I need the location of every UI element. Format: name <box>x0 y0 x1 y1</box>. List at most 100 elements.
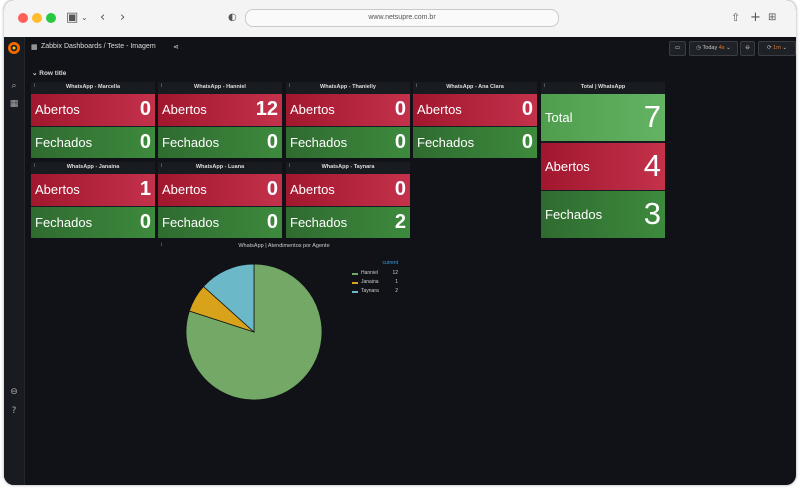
abertos-value: 0 <box>394 178 406 200</box>
info-icon[interactable]: i <box>34 83 36 89</box>
new-tab-icon[interactable]: + <box>750 10 761 25</box>
clock-icon: ◷ <box>696 45 702 51</box>
legend-item-hanniel[interactable]: Hanniel 12 <box>350 269 400 278</box>
panel-title: WhatsApp - Luana <box>195 164 245 170</box>
dashboard-grid-icon: ▦ <box>31 44 38 51</box>
info-icon[interactable]: i <box>161 242 163 248</box>
legend-item-taynara[interactable]: Taynara 2 <box>350 287 400 296</box>
close-window-button[interactable] <box>18 13 28 23</box>
abertos-label: Abertos <box>35 182 80 197</box>
zoom-out-button[interactable]: ⊖ <box>740 41 755 56</box>
time-badge: 4s <box>718 45 725 51</box>
pie-legend: current Hanniel 12 Janaina 1 Taynara 2 <box>350 260 400 296</box>
fechados-label: Fechados <box>35 135 93 150</box>
info-icon[interactable]: i <box>289 163 291 169</box>
stat-panel-luana: i WhatsApp - Luana Abertos 0 Fechados 0 <box>158 162 282 238</box>
fechados-value: 3 <box>643 196 661 231</box>
fechados-value: 2 <box>394 211 406 233</box>
dashboards-icon[interactable]: ▦ <box>9 99 19 109</box>
total-stat: Total 7 <box>541 94 665 141</box>
chevron-down-icon: ⌄ <box>32 70 38 77</box>
time-range-label: Today <box>702 45 718 51</box>
total-value: 7 <box>643 99 661 134</box>
fechados-stat: Fechados 3 <box>541 191 665 238</box>
fechados-stat: Fechados 2 <box>286 207 410 238</box>
maximize-window-button[interactable] <box>46 13 56 23</box>
search-icon[interactable]: ⌕ <box>11 81 17 91</box>
stat-panel-thanielly: i WhatsApp - Thanielly Abertos 0 Fechado… <box>286 82 410 158</box>
grafana-sidebar: ⌕ ▦ ⊖ ? <box>4 37 25 485</box>
abertos-stat: Abertos 0 <box>31 94 155 126</box>
fechados-stat: Fechados 0 <box>413 127 537 158</box>
chevron-down-icon: ⌄ <box>782 45 787 51</box>
browser-titlebar: ▣ ⌄ ‹ › ◐ www.netsupre.com.br ⇧ + ⊞ <box>4 0 796 38</box>
share-icon[interactable]: ⇧ <box>731 11 741 24</box>
abertos-label: Abertos <box>545 159 590 174</box>
stat-panel-ana-clara: i WhatsApp - Ana Clara Abertos 0 Fechado… <box>413 82 537 158</box>
abertos-label: Abertos <box>162 182 207 197</box>
legend-label: Hanniel <box>361 270 378 276</box>
forward-arrow-icon[interactable]: › <box>120 10 126 25</box>
minimize-window-button[interactable] <box>32 13 42 23</box>
help-icon[interactable]: ? <box>11 406 17 416</box>
info-icon[interactable]: i <box>34 163 36 169</box>
back-arrow-icon[interactable]: ‹ <box>100 10 106 25</box>
abertos-stat: Abertos 1 <box>31 174 155 206</box>
fechados-label: Fechados <box>417 135 475 150</box>
legend-item-janaina[interactable]: Janaina 1 <box>350 278 400 287</box>
fechados-value: 0 <box>521 131 533 153</box>
pie-slice-taynara[interactable] <box>202 263 255 333</box>
fechados-value: 0 <box>394 131 406 153</box>
fechados-stat: Fechados 0 <box>158 127 282 158</box>
fechados-value: 0 <box>266 131 278 153</box>
time-picker-button[interactable]: ◷ Today 4s ⌄ <box>689 41 738 56</box>
abertos-label: Abertos <box>162 102 207 117</box>
refresh-icon: ⟳ <box>767 45 772 51</box>
info-icon[interactable]: i <box>161 163 163 169</box>
abertos-stat: Abertos 0 <box>413 94 537 126</box>
panel-title: WhatsApp - Marcella <box>65 84 121 90</box>
abertos-stat: Abertos 0 <box>286 94 410 126</box>
abertos-stat: Abertos 4 <box>541 143 665 190</box>
share-dashboard-icon[interactable]: ⋖ <box>173 44 179 51</box>
dashboard-navbar: ▦ Zabbix Dashboards / Teste - Imagem ⋖ ▭… <box>25 37 796 61</box>
refresh-interval-label: 1m <box>773 45 781 51</box>
sign-in-icon[interactable]: ⊖ <box>10 387 18 397</box>
abertos-label: Abertos <box>35 102 80 117</box>
panel-title: WhatsApp - Thanielly <box>320 84 376 90</box>
panel-title: WhatsApp - Ana Clara <box>446 84 504 90</box>
legend-header-current[interactable]: current <box>382 260 398 266</box>
refresh-interval-button[interactable]: ⟳ 1m ⌄ <box>758 41 796 56</box>
panel-title: Total | WhatsApp <box>580 84 626 90</box>
abertos-value: 12 <box>255 98 278 120</box>
tab-overview-icon[interactable]: ⊞ <box>768 12 777 23</box>
abertos-label: Abertos <box>290 182 335 197</box>
shield-icon: ◐ <box>228 12 237 23</box>
chevron-down-icon[interactable]: ⌄ <box>81 13 88 22</box>
sidebar-toggle-icon[interactable]: ▣ <box>66 10 79 25</box>
stat-panel-hanniel: i WhatsApp - Hanniel Abertos 12 Fechados… <box>158 82 282 158</box>
info-icon[interactable]: i <box>161 83 163 89</box>
fechados-stat: Fechados 0 <box>31 127 155 158</box>
info-icon[interactable]: i <box>289 83 291 89</box>
pie-slice-hanniel[interactable] <box>185 263 323 401</box>
abertos-value: 0 <box>521 98 533 120</box>
legend-label: Janaina <box>361 279 379 285</box>
stat-panel-total: i Total | WhatsApp Total 7 Abertos 4 Fec… <box>541 82 665 238</box>
fechados-stat: Fechados 0 <box>158 207 282 238</box>
row-title[interactable]: ⌄ Row title <box>32 69 66 77</box>
fechados-label: Fechados <box>290 135 348 150</box>
chevron-down-icon: ⌄ <box>726 45 731 51</box>
breadcrumb[interactable]: Zabbix Dashboards / Teste - Imagem <box>41 43 156 50</box>
grafana-logo-icon[interactable] <box>7 41 21 55</box>
legend-value: 2 <box>395 288 398 294</box>
stat-panel-marcella: i WhatsApp - Marcella Abertos 0 Fechados… <box>31 82 155 158</box>
abertos-value: 1 <box>139 178 151 200</box>
total-label: Total <box>545 110 573 125</box>
info-icon[interactable]: i <box>416 83 418 89</box>
fechados-label: Fechados <box>35 215 93 230</box>
address-bar[interactable]: www.netsupre.com.br <box>245 9 559 27</box>
tv-mode-button[interactable]: ▭ <box>669 41 686 56</box>
panel-title: WhatsApp - Janaina <box>66 164 120 170</box>
info-icon[interactable]: i <box>544 83 546 89</box>
